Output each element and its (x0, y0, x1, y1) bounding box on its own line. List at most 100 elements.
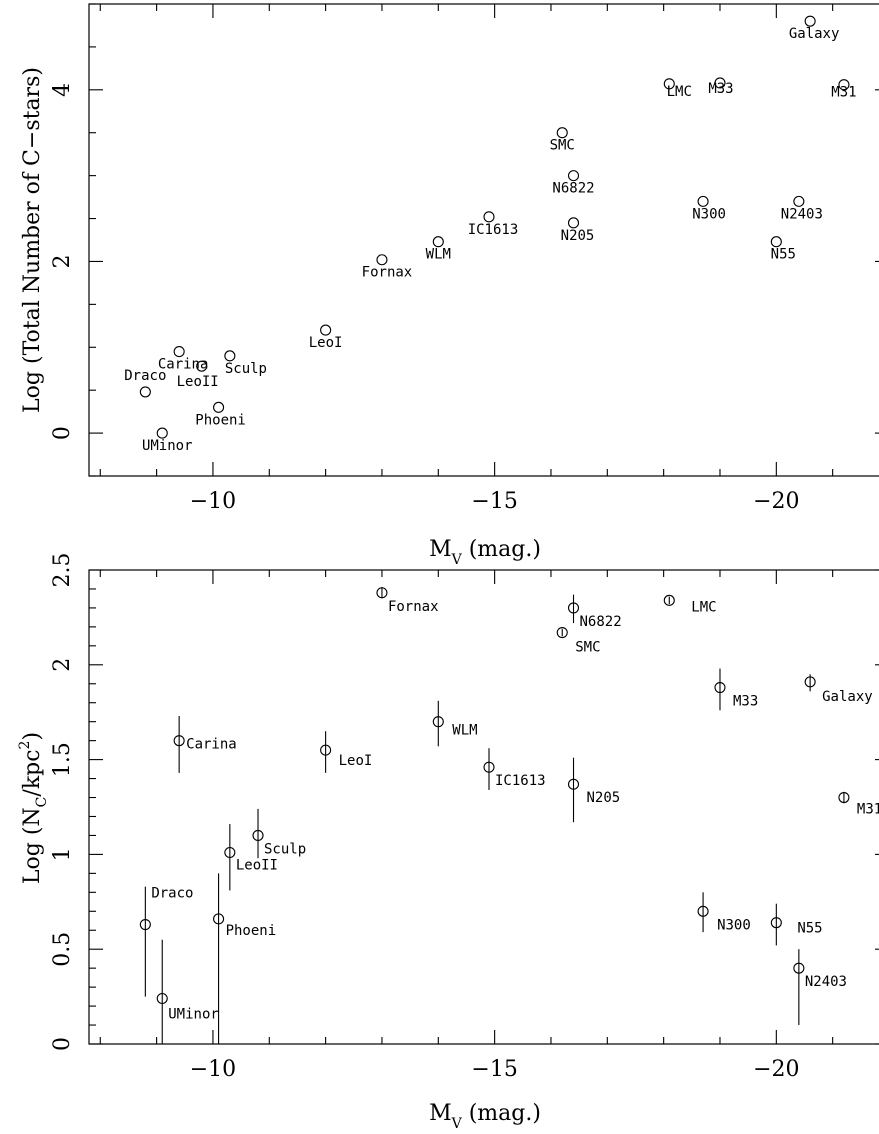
top-y-tick-label: 0 (50, 426, 75, 440)
bottom-point-marker (320, 744, 332, 756)
bottom-point-marker (804, 676, 816, 688)
top-point-label: WLM (426, 247, 451, 263)
top-point-marker (793, 195, 805, 207)
bottom-point-marker (139, 919, 151, 931)
bottom-y-tick-label: 2.5 (50, 553, 75, 588)
top-point-marker (173, 346, 185, 358)
top-point-marker (804, 15, 816, 27)
top-point-marker (567, 170, 580, 182)
bottom-point-label: N2403 (805, 974, 847, 990)
top-point-label: M31 (831, 85, 856, 101)
bottom-point-marker (376, 587, 388, 599)
top-point-marker (838, 79, 850, 91)
top-point-marker (697, 195, 709, 207)
bottom-point-marker (793, 962, 805, 974)
top-point-marker (196, 360, 208, 372)
bottom-point-label: N300 (717, 917, 751, 933)
bottom-point-marker (156, 992, 168, 1005)
top-y-tick-label: 2 (50, 254, 75, 268)
top-point-marker (770, 236, 782, 248)
top-point-marker (139, 386, 151, 398)
bottom-ticks: −10 −15 −20 0 0.5 1 1.5 2 2.5 (50, 553, 879, 1082)
top-point-marker (556, 127, 568, 139)
bottom-x-tick-label: −10 (190, 1057, 236, 1082)
bottom-x-tick-label: −15 (471, 1057, 517, 1082)
bottom-y-tick-label: 0 (50, 1037, 75, 1051)
bottom-point-marker (770, 917, 782, 929)
top-point-label: Fornax (362, 265, 413, 281)
top-point-marker (224, 350, 236, 362)
top-x-tick-label: −20 (753, 489, 799, 514)
top-point-label: N205 (561, 228, 595, 244)
bottom-y-tick-label: 1 (50, 847, 75, 861)
bottom-point-marker (714, 682, 726, 694)
top-point-label: LMC (667, 84, 692, 100)
bottom-point-marker (697, 905, 709, 917)
bottom-point-label: N6822 (580, 614, 622, 630)
bottom-point-label: M31 (857, 802, 879, 818)
bottom-point-marker (213, 913, 225, 925)
top-point-label: Sculp (225, 361, 267, 377)
top-point-marker (376, 254, 388, 266)
bottom-point-label: Carina (186, 737, 237, 753)
bottom-point-marker (567, 602, 580, 614)
top-point-label: IC1613 (468, 222, 519, 238)
top-point-marker (432, 236, 444, 248)
top-y-tick-label: 4 (50, 83, 75, 97)
bottom-point-marker (483, 761, 495, 773)
top-ticks: −10 −15 −20 0 2 4 (50, 3, 879, 514)
top-point-marker (714, 77, 726, 89)
bottom-point-label: Draco (151, 886, 193, 902)
bottom-point-label: Phoeni (226, 923, 277, 939)
top-point-label: N6822 (552, 181, 594, 197)
top-point-label: LeoI (309, 335, 343, 351)
top-point-label: SMC (550, 138, 575, 154)
bottom-point-marker (224, 846, 236, 859)
top-point-marker (320, 324, 332, 336)
bottom-point-label: LeoI (339, 753, 373, 769)
top-point-label: Galaxy (789, 26, 840, 42)
bottom-point-label: WLM (452, 723, 477, 739)
bottom-point-label: N55 (797, 921, 822, 937)
bottom-y-tick-label: 0.5 (50, 932, 75, 967)
top-point-marker (483, 211, 495, 223)
top-point-marker (213, 401, 225, 413)
bottom-point-label: LMC (691, 599, 716, 615)
bottom-y-tick-label: 1.5 (50, 742, 75, 777)
bottom-point-label: LeoII (236, 858, 278, 874)
bottom-point-marker (663, 594, 675, 606)
top-point-label: UMinor (142, 438, 193, 454)
top-x-axis-title: MV (mag.) (429, 537, 541, 568)
bottom-point-marker (556, 627, 568, 639)
bottom-point-marker (252, 829, 264, 841)
top-point-marker (156, 427, 168, 439)
bottom-point-marker (567, 778, 580, 790)
top-point-label: LeoII (177, 374, 219, 390)
bottom-point-marker (173, 735, 185, 747)
bottom-point-label: UMinor (168, 1006, 219, 1022)
top-point-label: N300 (692, 206, 726, 222)
top-point-label: N55 (771, 247, 796, 263)
bottom-point-label: SMC (575, 640, 600, 656)
bottom-x-tick-label: −20 (753, 1057, 799, 1082)
top-point-label: Carina (158, 357, 209, 373)
top-point-label: Phoeni (195, 412, 246, 428)
bottom-panel: −10 −15 −20 0 0.5 1 1.5 2 2.5 Draco UMinor Carina P… (17, 553, 879, 1132)
bottom-point-label: Fornax (388, 599, 439, 615)
top-point-label: N2403 (781, 206, 823, 222)
bottom-point-label: IC1613 (495, 773, 546, 789)
bottom-point-marker (432, 716, 444, 728)
bottom-point-label: Galaxy (822, 689, 873, 705)
top-point-label: M33 (708, 81, 733, 97)
bottom-point-marker (838, 791, 850, 804)
top-point-marker (663, 78, 675, 90)
top-point-label: Draco (124, 368, 166, 384)
bottom-point-label: M33 (733, 694, 758, 710)
bottom-y-axis-title: Log (NC/kpc2) (17, 732, 50, 884)
top-y-axis-title: Log (Total Number of C−stars) (20, 67, 45, 413)
bottom-panel-frame (88, 569, 879, 1045)
